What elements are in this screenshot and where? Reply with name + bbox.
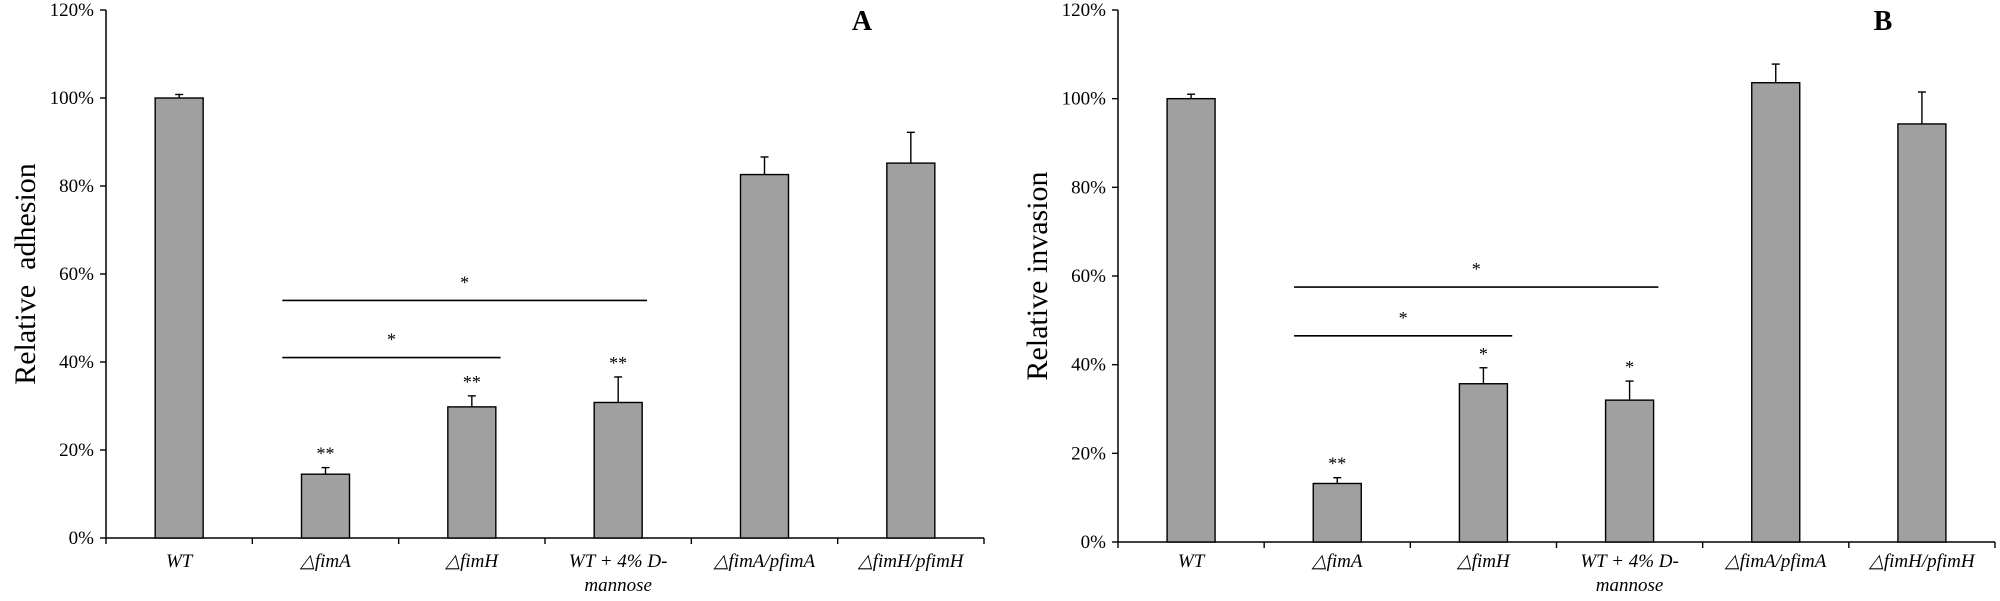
panel-a-bar: [886, 162, 936, 539]
panel-a-comparison-label: *: [387, 330, 396, 350]
panel-b-bar: [1458, 383, 1509, 543]
panel-b-comparison-label: *: [1399, 308, 1408, 328]
panel-a-bar: [447, 406, 497, 539]
panel-a-significance-label: **: [609, 353, 627, 373]
panel-b-comparison-label: *: [1472, 259, 1481, 279]
panel-b-category-label: △fimA: [1311, 551, 1363, 572]
panel-b-category-label: WT: [1178, 551, 1206, 572]
panel-b-y-tick-label: 120%: [1062, 0, 1107, 21]
panel-b-category-label: WT + 4% D-: [1580, 551, 1679, 572]
panel-a-y-tick-label: 60%: [59, 264, 94, 285]
panel-a-y-tick-label: 40%: [59, 352, 94, 373]
panel-b-bar: [1897, 123, 1947, 543]
panel-a-y-tick-label: 100%: [50, 88, 95, 109]
panel-a-y-axis-title: Relative adhesion: [9, 163, 42, 385]
panel-b-bar: [1751, 82, 1801, 543]
panel-b-bar: [1604, 399, 1655, 543]
panel-b-y-tick-label: 80%: [1071, 177, 1106, 198]
panel-a-y-tick-label: 120%: [50, 0, 95, 21]
panel-b-bar: [1166, 97, 1216, 543]
panel-a-y-tick-label: 20%: [59, 440, 94, 461]
panel-b-y-tick-label: 40%: [1071, 355, 1106, 376]
panel-a-category-label: △fimA: [299, 551, 351, 572]
panel-a-bar: [739, 173, 790, 539]
panel-a-category-label: △fimH: [445, 551, 500, 572]
panel-b-significance-label: *: [1479, 344, 1488, 364]
panel-b-chart: 0% 20% 40% 60% 80% 100% 120% Relative invasion B…: [1021, 0, 1996, 596]
panel-a-bar: [593, 401, 643, 539]
panel-b-category-label: △fimH/pfimH: [1868, 551, 1976, 572]
panel-a-panel-letter: A: [852, 6, 873, 37]
panel-a-chart: 0% 20% 40% 60% 80% 100% 120% Relative adhesion A…: [9, 0, 985, 596]
panel-a-bar: [300, 473, 351, 539]
panel-a-category-label: WT + 4% D-: [569, 551, 668, 572]
panel-b-significance-label: *: [1625, 357, 1634, 377]
panel-b-category-label: △fimH: [1456, 551, 1511, 572]
panel-b-y-tick-label: 0%: [1081, 532, 1107, 553]
panel-a-category-label: △fimA/pfimA: [713, 551, 816, 572]
panel-a-category-label: WT: [166, 551, 194, 572]
panel-a-y-tick-label: 0%: [69, 528, 95, 549]
panel-a-comparison-label: *: [460, 272, 469, 292]
panel-b-significance-label: **: [1328, 454, 1346, 474]
panel-a-category-label: △fimH/pfimH: [857, 551, 965, 572]
panel-a-y-tick-label: 80%: [59, 176, 94, 197]
panel-b-y-tick-label: 60%: [1071, 266, 1106, 287]
panel-b-y-axis-title: Relative invasion: [1021, 171, 1054, 380]
panel-a-category-label: mannose: [584, 575, 652, 596]
panel-b-panel-letter: B: [1874, 6, 1893, 37]
panel-a-bar: [154, 97, 204, 539]
panel-b-bar: [1312, 482, 1362, 543]
panel-b-y-tick-label: 100%: [1062, 89, 1107, 110]
panel-b-category-label: △fimA/pfimA: [1724, 551, 1827, 572]
panel-b-y-tick-label: 20%: [1071, 443, 1106, 464]
panel-a-significance-label: **: [463, 372, 481, 392]
panel-a-significance-label: **: [317, 444, 335, 464]
panel-b-category-label: mannose: [1596, 575, 1664, 596]
